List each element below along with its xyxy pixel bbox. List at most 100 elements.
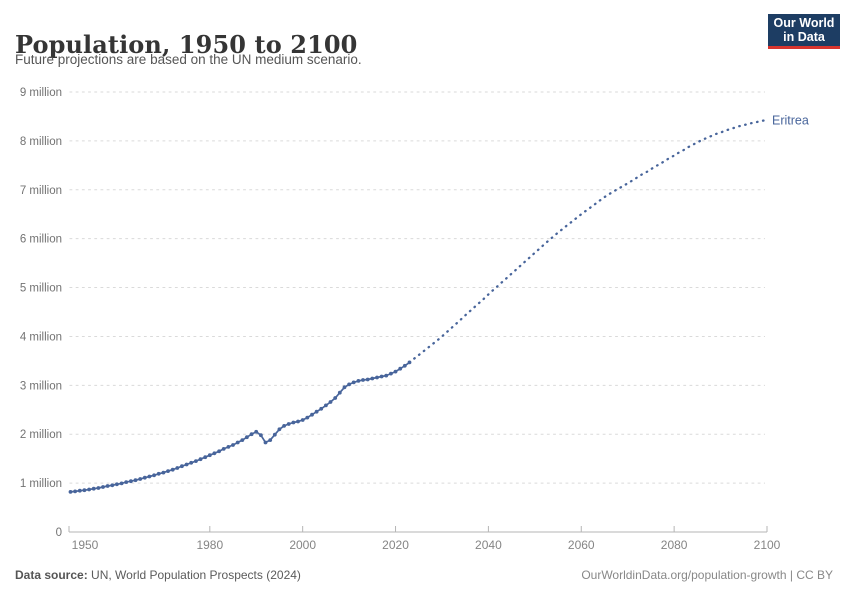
data-point-marker bbox=[328, 400, 333, 404]
data-point-marker bbox=[319, 406, 324, 411]
data-point-marker bbox=[351, 380, 356, 385]
data-point-marker bbox=[314, 409, 319, 414]
projection-line-eritrea bbox=[408, 118, 769, 364]
data-point-marker bbox=[296, 419, 300, 424]
page-title: Population, 1950 to 2100 bbox=[15, 30, 358, 60]
data-point-marker bbox=[370, 376, 375, 381]
data-point-marker bbox=[356, 379, 361, 383]
x-axis-tick-label: 2080 bbox=[661, 538, 688, 552]
x-axis-tick-label: 2060 bbox=[568, 538, 595, 552]
data-point-marker bbox=[240, 438, 245, 442]
data-point-marker bbox=[235, 440, 240, 445]
data-point-marker bbox=[166, 469, 170, 473]
data-point-marker bbox=[175, 466, 180, 470]
data-point-marker bbox=[105, 484, 110, 488]
owid-logo-line2: in Data bbox=[783, 30, 825, 44]
data-point-marker bbox=[184, 462, 189, 467]
data-point-marker bbox=[217, 449, 222, 454]
data-point-marker bbox=[68, 490, 73, 494]
data-point-marker bbox=[365, 377, 370, 382]
data-point-marker bbox=[333, 396, 338, 400]
x-axis-tick-label: 2040 bbox=[475, 538, 502, 552]
chart-canvas[interactable]: 0 1 million 2 million 3 million 4 million 5 m… bbox=[0, 0, 850, 560]
data-source-note: Data source: UN, World Population Prospe… bbox=[15, 568, 301, 582]
y-axis-tick-label: 2 million bbox=[20, 429, 62, 441]
data-point-marker bbox=[142, 475, 147, 480]
x-axis-tick-label: 2020 bbox=[382, 538, 409, 552]
data-point-marker bbox=[212, 451, 217, 456]
data-point-marker bbox=[245, 435, 249, 440]
x-axis-tick-label: 2100 bbox=[754, 538, 781, 552]
canonical-url-link[interactable]: OurWorldinData.org/population-growth | C… bbox=[581, 568, 833, 582]
data-point-marker bbox=[82, 488, 87, 493]
data-point-marker bbox=[342, 385, 347, 390]
y-axis-tick-label: 8 million bbox=[20, 136, 62, 148]
data-point-marker bbox=[347, 382, 351, 387]
data-point-marker bbox=[96, 486, 101, 490]
data-point-marker bbox=[226, 445, 231, 449]
data-point-marker bbox=[249, 432, 254, 437]
owid-logo[interactable]: Our World in Data bbox=[768, 14, 840, 49]
data-point-marker bbox=[129, 479, 133, 484]
data-point-marker bbox=[259, 433, 263, 438]
data-point-marker bbox=[170, 467, 175, 472]
data-point-marker bbox=[384, 373, 389, 378]
data-point-marker bbox=[138, 477, 143, 481]
data-point-marker bbox=[254, 429, 259, 434]
x-axis-tick-label: 1980 bbox=[196, 538, 223, 552]
data-point-marker bbox=[305, 415, 310, 420]
data-point-marker bbox=[115, 482, 119, 487]
data-point-marker bbox=[407, 360, 412, 365]
data-point-marker bbox=[272, 432, 277, 437]
data-point-marker bbox=[291, 420, 296, 425]
data-point-marker bbox=[231, 443, 235, 447]
data-point-marker bbox=[282, 424, 286, 428]
owid-logo-line1: Our World bbox=[773, 15, 835, 30]
data-source-label: Data source: bbox=[15, 568, 88, 582]
data-point-marker bbox=[263, 440, 268, 445]
data-point-marker bbox=[87, 487, 91, 492]
data-point-marker bbox=[300, 418, 305, 422]
chart-footer: Data source: UN, World Population Prospe… bbox=[15, 568, 833, 582]
data-point-marker bbox=[133, 478, 138, 483]
data-point-marker bbox=[119, 481, 124, 486]
data-point-marker bbox=[375, 375, 379, 380]
data-point-marker bbox=[101, 485, 105, 489]
x-axis-tick-label: 1950 bbox=[72, 538, 99, 552]
data-point-marker bbox=[324, 403, 328, 408]
data-point-marker bbox=[268, 438, 273, 442]
y-axis-tick-label: 5 million bbox=[20, 283, 62, 295]
data-point-marker bbox=[389, 371, 393, 376]
data-point-marker bbox=[147, 474, 152, 479]
x-axis-tick-label: 2000 bbox=[289, 538, 316, 552]
data-point-marker bbox=[277, 427, 282, 432]
data-point-marker bbox=[361, 378, 365, 382]
data-point-marker bbox=[180, 464, 184, 469]
chart-subtitle: Future projections are based on the UN m… bbox=[15, 52, 362, 67]
data-point-marker bbox=[198, 457, 203, 462]
data-point-marker bbox=[310, 412, 314, 417]
y-axis-tick-label: 0 bbox=[56, 527, 62, 539]
data-point-marker bbox=[152, 473, 157, 478]
data-point-marker bbox=[77, 488, 82, 493]
y-axis-tick-label: 1 million bbox=[20, 478, 62, 490]
data-point-marker bbox=[91, 486, 96, 491]
y-axis-tick-label: 7 million bbox=[20, 185, 62, 197]
data-point-marker bbox=[161, 470, 166, 475]
data-point-marker bbox=[110, 483, 115, 488]
y-axis-tick-label: 6 million bbox=[20, 234, 62, 246]
data-point-marker bbox=[286, 422, 291, 426]
entity-label-eritrea[interactable]: Eritrea bbox=[772, 113, 809, 127]
data-point-marker bbox=[379, 374, 384, 379]
y-axis-tick-label: 4 million bbox=[20, 331, 62, 343]
data-point-marker bbox=[393, 369, 398, 374]
data-point-marker bbox=[398, 366, 403, 371]
data-point-marker bbox=[124, 480, 129, 484]
data-point-marker bbox=[207, 453, 212, 458]
data-point-marker bbox=[194, 459, 198, 463]
data-point-marker bbox=[402, 363, 407, 368]
data-point-marker bbox=[73, 489, 77, 494]
data-point-marker bbox=[189, 460, 194, 465]
data-point-marker bbox=[156, 471, 161, 476]
